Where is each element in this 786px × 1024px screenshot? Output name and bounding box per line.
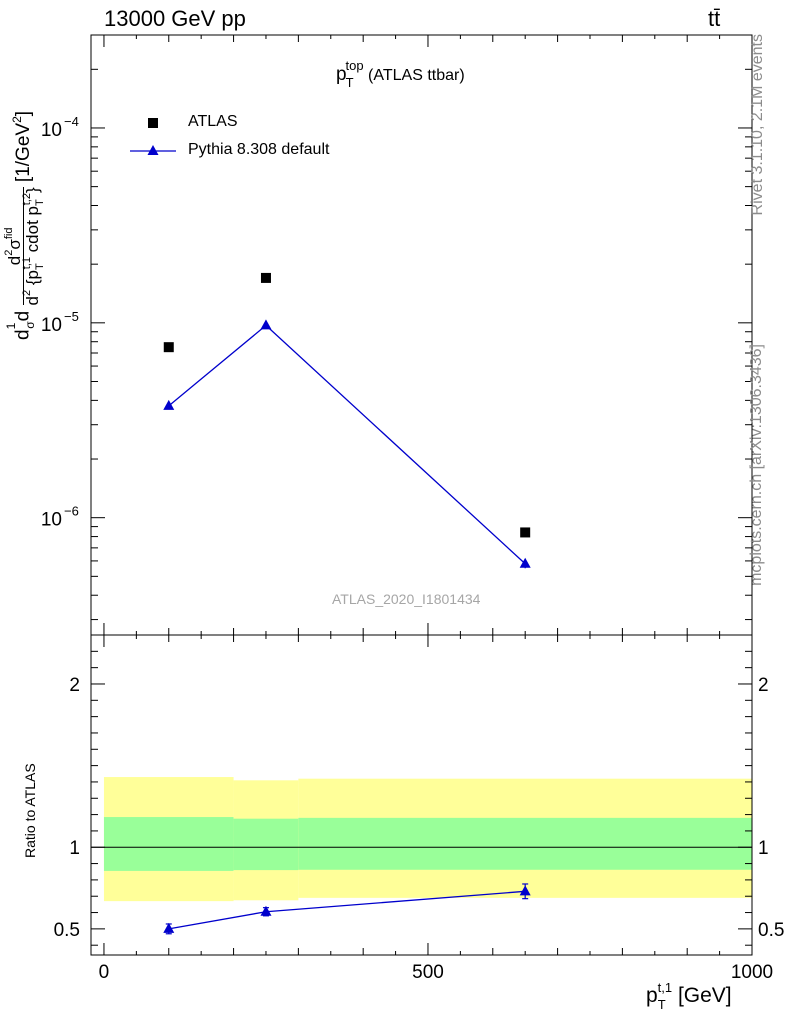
y-tick-label-main: 10 <box>41 120 62 141</box>
x-tick-label: 1000 <box>731 962 773 983</box>
plot-title-sup: top <box>345 58 364 73</box>
y-tick-label-ratio-right: 1 <box>758 838 769 859</box>
x-axis-label-sub: T <box>657 997 666 1012</box>
legend-label-mc: Pythia 8.308 default <box>188 141 330 158</box>
mc-line-main <box>168 324 526 565</box>
x-axis-label: pTt,1 [GeV] <box>646 980 732 1012</box>
mcplots-label: mcplots.cern.ch [arXiv:1306.3436] <box>748 344 765 586</box>
data-point-main <box>520 527 531 538</box>
ratio-panel-frame <box>90 634 753 956</box>
y-tick-label-ratio-right: 2 <box>758 675 769 696</box>
y-axis-label-ratio: Ratio to ATLAS <box>22 763 38 858</box>
mc-point-main <box>519 557 531 568</box>
y-tick-label-ratio: 0.5 <box>54 920 80 941</box>
x-axis-label-p: p <box>646 984 658 1007</box>
rivet-version-label: Rivet 3.1.10, 2.1M events <box>749 34 766 216</box>
legend-marker-data <box>148 118 158 128</box>
ratio-band-inner <box>233 818 299 871</box>
y-axis-label-main: d1 σd d2σfid d2 {pTt,1 cdot pTt,2} [1/GeV… <box>3 110 46 340</box>
x-axis-label-unit: [GeV] <box>672 984 732 1007</box>
plot-title-sub: T <box>345 75 354 90</box>
analysis-watermark: ATLAS_2020_I1801434 <box>332 591 481 607</box>
ratio-band-inner <box>298 817 752 870</box>
header-left: 13000 GeV pp <box>104 6 246 31</box>
data-point-main <box>163 342 174 353</box>
header-right: tt̄ <box>708 6 721 31</box>
x-tick-label: 500 <box>412 962 444 983</box>
y-tick-label-exponent: −6 <box>64 504 79 519</box>
y-tick-label-ratio: 2 <box>69 675 80 696</box>
plot-title: pTtop (ATLAS ttbar) <box>336 58 465 90</box>
mc-point-ratio <box>260 905 272 916</box>
mc-point-main <box>163 399 175 410</box>
x-tick-label: 0 <box>99 962 110 983</box>
y-tick-label-exponent: −5 <box>64 309 79 324</box>
legend-marker-mc <box>147 145 159 155</box>
mc-point-ratio <box>163 922 175 933</box>
x-axis-label-sup: t,1 <box>657 980 673 995</box>
legend-label-data: ATLAS <box>188 113 238 130</box>
mc-point-main <box>260 319 272 330</box>
data-point-main <box>260 272 271 283</box>
y-tick-label-main: 10 <box>41 315 62 336</box>
y-tick-label-exponent: −4 <box>64 114 79 129</box>
plot-title-p: p <box>336 64 347 85</box>
plot-title-rest: (ATLAS ttbar) <box>363 67 465 84</box>
ratio-band-inner <box>103 817 234 871</box>
y-tick-label-ratio: 1 <box>69 838 80 859</box>
y-tick-label-ratio-right: 0.5 <box>758 920 784 941</box>
mc-point-ratio <box>519 885 531 896</box>
y-tick-label-main: 10 <box>41 510 62 531</box>
